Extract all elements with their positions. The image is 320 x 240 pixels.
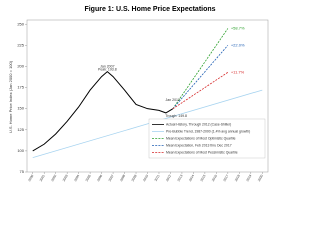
- end-label: +58.7%: [231, 26, 245, 31]
- legend-label: Actual History, Through 2012 (Case-Shill…: [166, 122, 231, 126]
- x-tick-label: 2017: [222, 174, 229, 182]
- x-tick-label: 2002: [50, 174, 57, 182]
- legend-label: Pre-Bubble Trend, 1987-2000 (1.4% avg an…: [166, 129, 250, 133]
- annotation: Jan 2012: [166, 98, 180, 102]
- x-tick-label: 2001: [39, 174, 46, 182]
- x-tick-label: 2014: [188, 174, 195, 182]
- x-tick-label: 2009: [131, 174, 138, 182]
- end-label: +22.0%: [231, 42, 245, 47]
- x-tick-label: 2015: [199, 174, 206, 182]
- x-tick-label: 2019: [245, 174, 252, 182]
- x-tick-label: 2011: [154, 174, 161, 182]
- annotation: Jan 2007: [100, 64, 114, 68]
- x-tick-label: 2005: [85, 174, 92, 182]
- series-line: [172, 45, 229, 110]
- legend-label: Mean Expectation, Feb 2013 thru Dec 2017: [166, 143, 232, 147]
- y-tick-label: 150: [17, 106, 24, 111]
- x-tick-label: 2010: [142, 174, 149, 182]
- x-tick-label: 2008: [119, 174, 126, 182]
- x-tick-label: 2020: [257, 174, 264, 182]
- annotation: Peak: 193.8: [98, 68, 117, 72]
- legend-label: Mean Expectations of Most Pessimistic Qu…: [166, 150, 238, 154]
- x-tick-label: 2000: [27, 174, 34, 182]
- x-tick-label: 2013: [177, 174, 184, 182]
- y-axis-title: U.S. Home Price Index (Jan 2000 = 100): [8, 60, 13, 133]
- x-tick-label: 2018: [234, 174, 241, 182]
- y-tick-label: 75: [20, 169, 25, 174]
- y-tick-label: 125: [17, 127, 24, 132]
- chart: Figure 1: U.S. Home Price Expectations U…: [8, 5, 269, 183]
- series-line: [32, 89, 263, 159]
- x-tick-label: 2003: [62, 174, 69, 182]
- legend-label: Mean Expectations of Most Optimistic Qua…: [166, 136, 236, 140]
- annotation: Trough: 149.8: [165, 114, 187, 118]
- y-tick-label: 200: [17, 64, 24, 69]
- chart-title: Figure 1: U.S. Home Price Expectations: [84, 6, 215, 13]
- x-tick-label: 2006: [96, 174, 103, 182]
- y-tick-label: 225: [17, 42, 24, 47]
- y-tick-label: 100: [17, 148, 24, 153]
- x-tick-label: 2012: [165, 174, 172, 182]
- x-tick-label: 2007: [108, 174, 115, 182]
- y-tick-label: 250: [17, 21, 24, 26]
- series-line: [32, 71, 174, 152]
- x-tick-label: 2016: [211, 174, 218, 182]
- end-label: +11.7%: [231, 69, 245, 74]
- y-tick-label: 175: [17, 85, 24, 90]
- legend-box: [148, 118, 266, 159]
- series-line: [172, 28, 229, 110]
- x-tick-label: 2004: [73, 174, 80, 182]
- series-line: [172, 72, 229, 110]
